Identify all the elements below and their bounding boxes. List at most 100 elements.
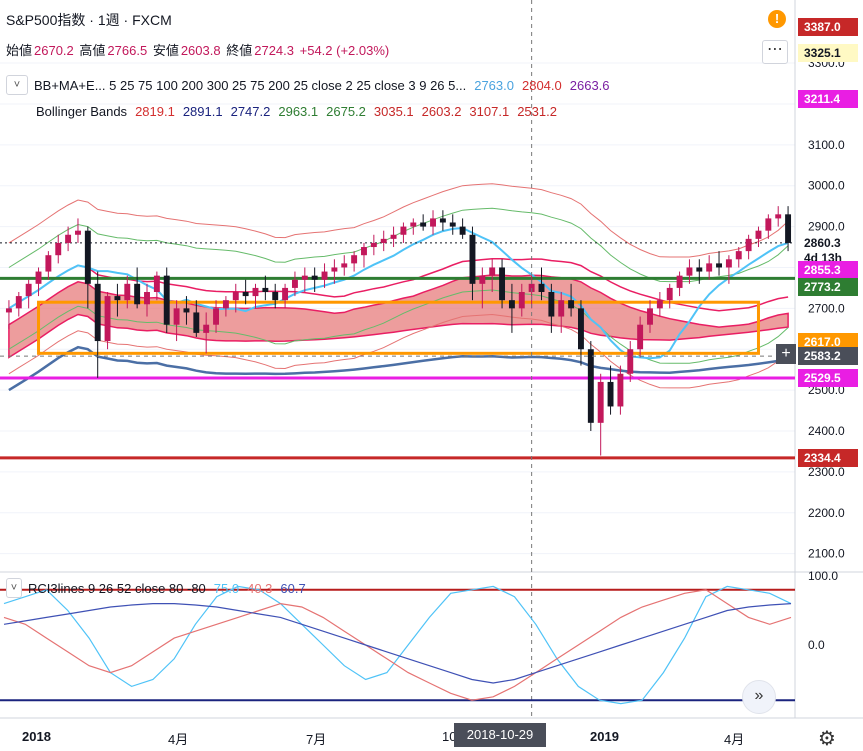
candle-body bbox=[508, 300, 515, 309]
legend-value: 40.3 bbox=[247, 580, 273, 596]
candle-body bbox=[765, 218, 772, 231]
candle-body bbox=[114, 296, 121, 301]
x-tick-label: 4月 bbox=[168, 732, 189, 747]
candle-body bbox=[134, 283, 141, 305]
more-button[interactable]: ⋯ bbox=[762, 40, 788, 64]
candle-body bbox=[716, 263, 722, 268]
candle-body bbox=[745, 238, 752, 252]
legend-value: 2675.2 bbox=[326, 104, 366, 119]
legend-value: 2747.2 bbox=[230, 104, 271, 119]
y-tick-label: 3100.0 bbox=[808, 138, 845, 152]
candle-body bbox=[666, 287, 673, 301]
candle-body bbox=[5, 308, 12, 313]
candle-body bbox=[262, 287, 269, 292]
rci-mid-line bbox=[3, 589, 792, 701]
candle-body bbox=[647, 308, 653, 325]
plus-icon[interactable]: + bbox=[776, 344, 796, 364]
legend-indicator-1[interactable]: ˅ BB+MA+E... 5 25 75 100 200 300 25 75 2… bbox=[6, 75, 610, 95]
y-tick-label: 2700.0 bbox=[808, 301, 845, 315]
x-tick-label: 10 bbox=[442, 729, 457, 744]
price-tag: 3211.4 bbox=[798, 90, 858, 109]
high-label: 高値 bbox=[79, 43, 106, 58]
candle-body bbox=[400, 226, 407, 235]
x-tick-label: 7月 bbox=[306, 732, 327, 747]
open-label: 始値 bbox=[6, 43, 33, 58]
candle-body bbox=[420, 222, 427, 227]
candle-body bbox=[380, 238, 387, 243]
ma-9-line bbox=[8, 226, 789, 360]
candle-body bbox=[153, 275, 160, 292]
price-tag: 2773.2 bbox=[798, 277, 858, 296]
collapse-legend-button[interactable]: ˅ bbox=[6, 75, 28, 95]
candle-body bbox=[548, 292, 555, 317]
candle-body bbox=[331, 267, 338, 272]
ma-long-line bbox=[8, 345, 789, 392]
candle-body bbox=[676, 275, 683, 288]
legend-value: 3035.1 bbox=[373, 104, 414, 119]
chart-title: S&P500指数 · 1週 · FXCM bbox=[6, 10, 172, 30]
candle-body bbox=[459, 226, 466, 235]
price-tag: 2860.3 bbox=[798, 233, 858, 252]
candle-body bbox=[696, 267, 703, 272]
candle-body bbox=[15, 296, 22, 309]
candle-body bbox=[291, 279, 298, 288]
scroll-to-realtime-button[interactable]: » bbox=[742, 680, 776, 714]
candle-body bbox=[469, 234, 476, 284]
candle-body bbox=[390, 234, 397, 239]
candle-body bbox=[301, 275, 308, 280]
open-value: 2670.2 bbox=[34, 43, 74, 58]
candle-body bbox=[627, 349, 634, 374]
candle-body bbox=[75, 230, 81, 235]
gear-icon[interactable]: ⚙ bbox=[818, 728, 836, 750]
candle-body bbox=[311, 275, 318, 280]
indicator-1-values: 2763.0 2804.0 2663.6 bbox=[466, 78, 609, 93]
candle-body bbox=[499, 267, 506, 301]
candle-body bbox=[124, 283, 131, 301]
collapse-rci-button[interactable]: ˅ bbox=[6, 578, 22, 598]
close-value: 2724.3 bbox=[254, 43, 294, 58]
candle-body bbox=[430, 218, 436, 227]
candle-body bbox=[94, 283, 101, 342]
candle-body bbox=[173, 308, 180, 325]
price-tag: 2617.0 bbox=[798, 333, 858, 352]
candle-body bbox=[637, 324, 644, 350]
legend-indicator-3[interactable]: ˅ RCI3lines 9 26 52 close 80 -80 75.0 40.… bbox=[6, 578, 306, 598]
candle-body bbox=[104, 296, 111, 342]
legend-indicator-2[interactable]: Bollinger Bands 2819.1 2891.1 2747.2 2963.1… bbox=[36, 104, 557, 119]
candle-body bbox=[183, 308, 190, 313]
low-label: 安値 bbox=[152, 43, 179, 58]
legend-value: 2963.1 bbox=[278, 104, 319, 119]
support-box bbox=[37, 300, 760, 355]
candle-body bbox=[656, 300, 663, 309]
ohlc-readout: 始値 2670.2 高値 2766.5 安値 2603.8 終値 2724.3 +54.… bbox=[6, 40, 391, 59]
legend-value: 2763.0 bbox=[474, 77, 514, 93]
candle-body bbox=[45, 255, 52, 272]
candle-body bbox=[528, 283, 535, 292]
y-tick-label: 2900.0 bbox=[808, 220, 845, 234]
candle-body bbox=[282, 287, 289, 301]
candle-body bbox=[242, 292, 249, 297]
candle-body bbox=[341, 263, 348, 268]
interval[interactable]: 1週 bbox=[97, 12, 120, 28]
candle-body bbox=[163, 275, 170, 325]
candle-body bbox=[193, 312, 200, 333]
candle-body bbox=[489, 267, 496, 276]
candle-body bbox=[144, 292, 150, 305]
alert-icon[interactable]: ! bbox=[768, 10, 786, 28]
legend-value: 2531.2 bbox=[517, 104, 557, 119]
legend-value: 2804.0 bbox=[521, 77, 562, 93]
indicator-2-name: Bollinger Bands bbox=[36, 104, 128, 119]
low-value: 2603.8 bbox=[180, 43, 221, 58]
y-tick-label: 3000.0 bbox=[808, 179, 845, 193]
candle-body bbox=[439, 218, 446, 223]
candle-body bbox=[538, 283, 545, 292]
change-value: +54.2 (+2.03%) bbox=[299, 43, 390, 58]
bollinger-lower-3 bbox=[8, 313, 789, 389]
candle-body bbox=[755, 230, 762, 239]
candle-body bbox=[203, 324, 210, 333]
x-tick-label: 2018 bbox=[22, 729, 51, 744]
crosshair-date-label: 2018-10-29 bbox=[454, 723, 546, 747]
candle-body bbox=[222, 300, 229, 309]
candle-body bbox=[735, 251, 742, 260]
candle-body bbox=[35, 271, 42, 284]
